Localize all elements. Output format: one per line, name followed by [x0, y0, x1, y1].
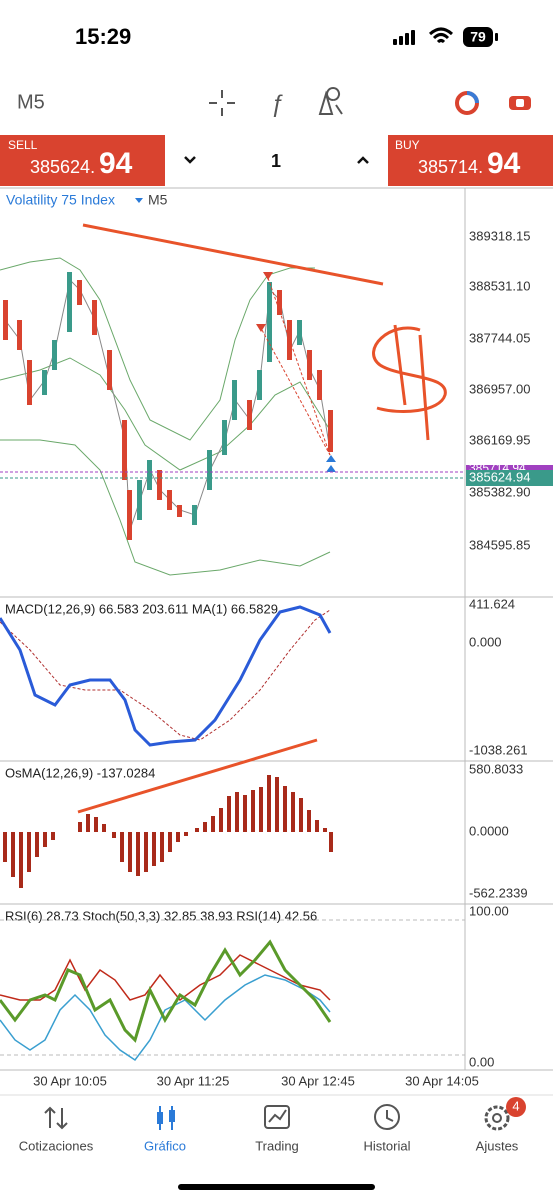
bollinger-bands: [0, 257, 331, 576]
nav-trading[interactable]: Trading: [255, 1105, 299, 1153]
increase-volume[interactable]: [357, 156, 369, 164]
nav-settings[interactable]: Ajustes 4: [476, 1097, 526, 1153]
price-label: 389318.15: [469, 228, 530, 243]
signal: [393, 30, 415, 45]
osma-label: -562.2339: [469, 885, 528, 900]
buy-arrows: [326, 455, 336, 472]
crosshair-icon[interactable]: [209, 90, 235, 116]
osma-bars: [3, 775, 333, 888]
sell-arrows: [256, 272, 273, 332]
macd-legend: MACD(12,26,9) 66.583 203.611 MA(1) 66.58…: [5, 601, 278, 616]
price-label: 387744.05: [469, 330, 530, 345]
trade-icon-inner: [516, 99, 524, 107]
rsi-6: [0, 939, 332, 1043]
indicator-icon[interactable]: ƒ: [270, 90, 283, 117]
macd-label: 0.000: [469, 634, 502, 649]
price-label: 386957.00: [469, 381, 530, 396]
chart-timeframe: M5: [148, 192, 168, 208]
timeframe-button[interactable]: M5: [17, 91, 45, 113]
rsi-label: 0.00: [469, 1054, 494, 1069]
panel-frames: [0, 187, 553, 1071]
price-label: 384595.85: [469, 537, 530, 552]
nav-label: Cotizaciones: [19, 1138, 94, 1153]
macd-label: 411.624: [469, 596, 515, 611]
dollar-drawing: [372, 324, 447, 441]
time-label: 30 Apr 11:25: [157, 1073, 230, 1088]
candles: [3, 272, 333, 540]
macd-label: -1038.261: [469, 742, 528, 757]
clock: 15:29: [75, 24, 131, 49]
nav-label: Ajustes: [476, 1138, 519, 1153]
trendline: [82, 223, 384, 286]
sell-label: SELL: [8, 138, 38, 152]
osma-legend: OsMA(12,26,9) -137.0284: [5, 765, 155, 780]
home-indicator: [178, 1184, 375, 1190]
buy-price-main: 385714.: [418, 157, 483, 177]
wifi: [428, 27, 454, 44]
rsi-label: 100.00: [469, 903, 509, 918]
time-label: 30 Apr 12:45: [281, 1073, 355, 1088]
macd-line: [0, 605, 332, 747]
nav-chart[interactable]: Gráfico: [144, 1106, 186, 1153]
decrease-volume[interactable]: [184, 156, 196, 164]
battery-tip: [495, 33, 498, 41]
time-label: 30 Apr 14:05: [405, 1073, 479, 1088]
badge-count: 4: [512, 1098, 519, 1113]
account-icon-arc: [466, 91, 479, 104]
symbol-dropdown[interactable]: [135, 198, 143, 203]
symbol-label: Volatility 75 Index: [6, 192, 115, 208]
osma-label: 0.0000: [469, 823, 509, 838]
stoch: [0, 954, 331, 1002]
sell-price-main: 385624.: [30, 157, 95, 177]
nav-label: Trading: [255, 1138, 299, 1153]
price-label: 386169.95: [469, 432, 530, 447]
macd-signal: [0, 609, 331, 741]
trade-lines: [261, 277, 331, 456]
osma-label: 580.8033: [469, 761, 523, 776]
sell-button[interactable]: [0, 135, 165, 186]
price-label: 385382.90: [469, 484, 530, 499]
time-axis: 30 Apr 10:05 30 Apr 11:25 30 Apr 12:45 3…: [33, 1073, 479, 1088]
nav-label: Gráfico: [144, 1138, 186, 1153]
nav-label: Historial: [364, 1138, 411, 1153]
price-axis: 389318.15 388531.10 387744.05 386957.00 …: [469, 228, 530, 552]
price-label: 388531.10: [469, 278, 530, 293]
osma-trendline: [77, 738, 318, 814]
nav-history[interactable]: Historial: [364, 1104, 411, 1153]
rsi-14: [0, 974, 331, 1062]
buy-label: BUY: [395, 138, 420, 152]
battery-level: 79: [470, 29, 486, 45]
bid-tag: [466, 470, 553, 486]
rsi-legend: RSI(6) 28.73 Stoch(50,3,3) 32.85 38.93 R…: [5, 908, 317, 923]
ask-tag: [466, 465, 553, 474]
objects-icon[interactable]: [318, 87, 343, 115]
bid-price: 385624.94: [469, 469, 530, 484]
volume[interactable]: 1: [271, 151, 281, 171]
buy-button[interactable]: [388, 135, 553, 186]
nav-quotes[interactable]: Cotizaciones: [19, 1106, 94, 1153]
time-label: 30 Apr 10:05: [33, 1073, 107, 1088]
sell-price-tail: 94: [99, 147, 133, 180]
badge: [506, 1097, 526, 1117]
battery: [463, 27, 493, 47]
buy-price-tail: 94: [487, 147, 521, 180]
